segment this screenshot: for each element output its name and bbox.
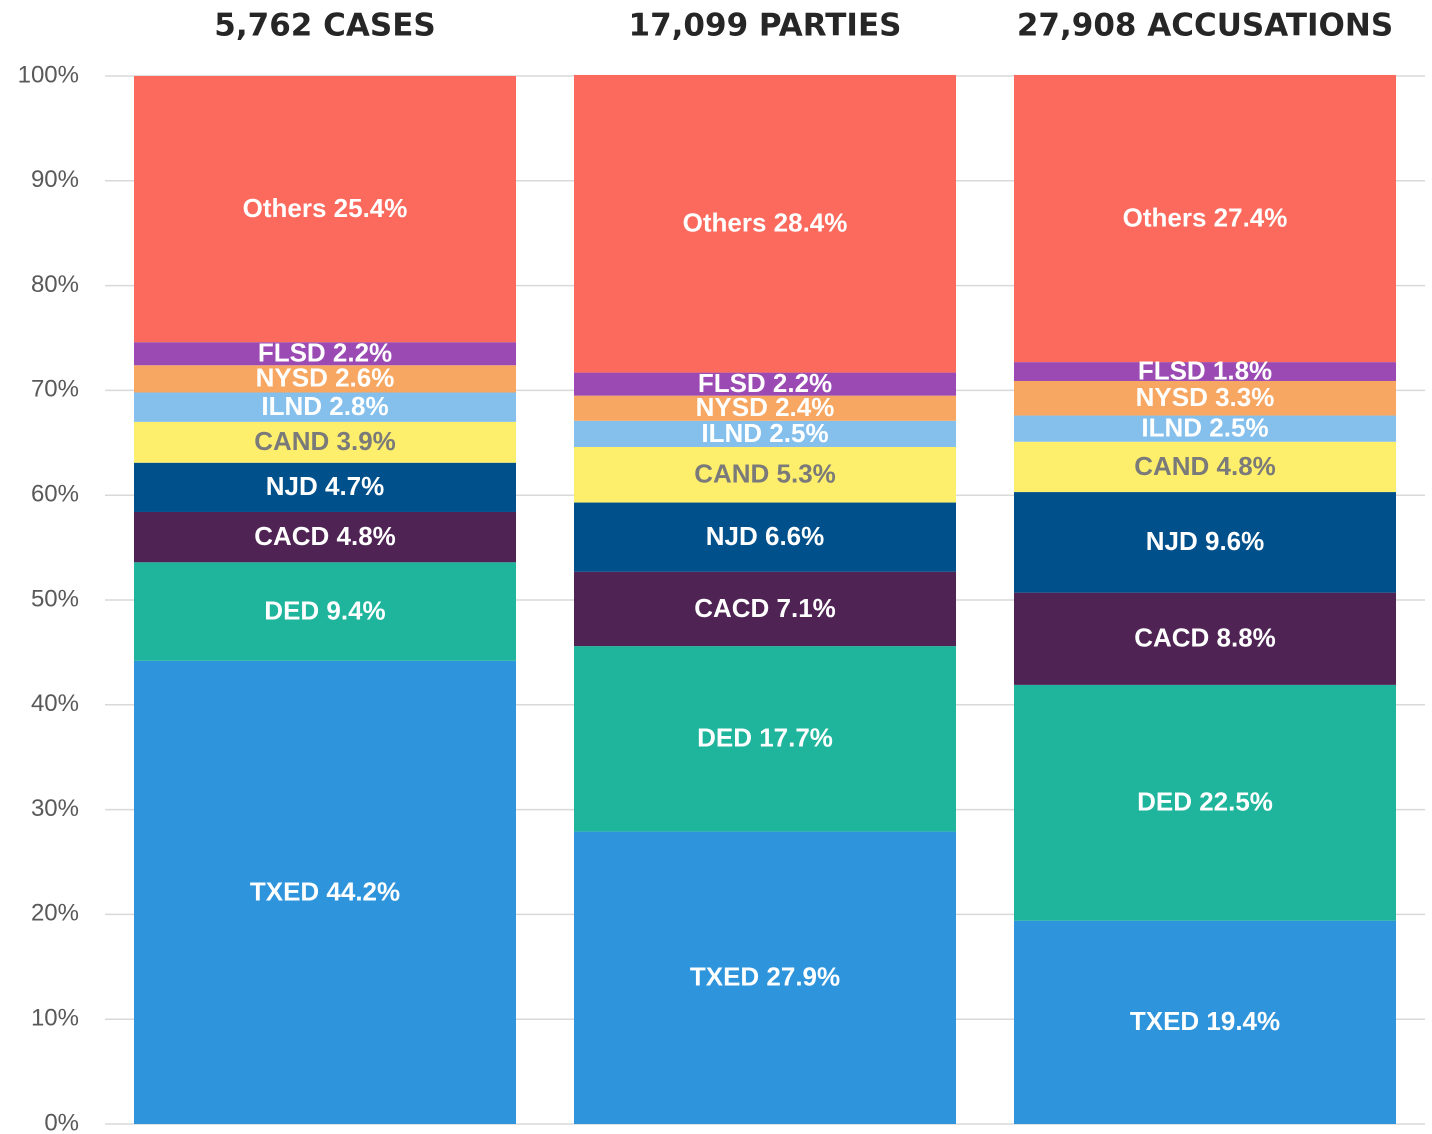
data-label: FLSD 1.8%	[1138, 355, 1272, 385]
bar-segment	[574, 74, 956, 373]
bar-segment	[1014, 920, 1396, 1124]
bar-segment	[574, 420, 956, 447]
category-label: 27,908 ACCUSATIONS	[1017, 8, 1393, 44]
bar-segment	[1014, 380, 1396, 416]
bar-segment	[574, 571, 956, 647]
data-label: CAND 5.3%	[694, 459, 836, 489]
y-tick-label: 70%	[31, 376, 79, 403]
data-label: TXED 19.4%	[1130, 1006, 1280, 1036]
bar-segment	[1014, 441, 1396, 493]
bar-segment	[1014, 492, 1396, 593]
data-label: DED 9.4%	[264, 595, 385, 625]
data-label: Others 25.4%	[243, 193, 408, 223]
bar-segment	[574, 831, 956, 1124]
y-tick-label: 80%	[31, 271, 79, 298]
bar-segment	[134, 392, 516, 422]
y-tick-label: 60%	[31, 481, 79, 508]
data-label: DED 22.5%	[1137, 787, 1273, 817]
bar-segment	[1014, 684, 1396, 921]
data-label: TXED 44.2%	[250, 876, 400, 906]
data-label: FLSD 2.2%	[258, 338, 392, 368]
data-label: ILND 2.5%	[1141, 413, 1268, 443]
data-label: NJD 6.6%	[706, 521, 825, 551]
bar-segment	[574, 646, 956, 832]
bar-segment	[574, 395, 956, 421]
category-label: 5,762 CASES	[214, 8, 435, 44]
bar-segment	[574, 372, 956, 396]
data-label: FLSD 2.2%	[698, 368, 832, 398]
data-label: CAND 4.8%	[1134, 451, 1276, 481]
data-label: NYSD 2.4%	[696, 392, 835, 422]
data-label: Others 27.4%	[1123, 202, 1288, 232]
data-label: CACD 4.8%	[254, 521, 396, 551]
bar-segment	[134, 421, 516, 463]
bar-segment	[574, 502, 956, 572]
y-tick-label: 20%	[31, 900, 79, 927]
data-label: ILND 2.5%	[701, 418, 828, 448]
data-label: NJD 4.7%	[266, 471, 385, 501]
bar-segment	[134, 511, 516, 563]
bar-segment	[1014, 592, 1396, 685]
bar-segment	[134, 76, 516, 343]
y-tick-label: 40%	[31, 690, 79, 717]
y-tick-label: 0%	[44, 1109, 79, 1134]
bar-segment	[1014, 74, 1396, 363]
y-tick-label: 100%	[18, 61, 79, 88]
data-label: CACD 8.8%	[1134, 623, 1276, 653]
data-label: NJD 9.6%	[1146, 526, 1265, 556]
data-label: Others 28.4%	[683, 208, 848, 238]
category-label: 17,099 PARTIES	[629, 8, 902, 44]
data-label: NYSD 2.6%	[256, 363, 395, 393]
data-label: TXED 27.9%	[690, 962, 840, 992]
data-label: DED 17.7%	[697, 723, 833, 753]
bar-segment	[134, 365, 516, 393]
y-tick-label: 30%	[31, 795, 79, 822]
data-label: ILND 2.8%	[261, 391, 388, 421]
bar-segment	[134, 562, 516, 661]
data-label: CACD 7.1%	[694, 593, 836, 623]
data-label: CAND 3.9%	[254, 426, 396, 456]
data-label: NYSD 3.3%	[1136, 382, 1275, 412]
bar-segment	[134, 660, 516, 1124]
y-tick-label: 10%	[31, 1005, 79, 1032]
bar-segment	[134, 342, 516, 366]
bar-segment	[134, 462, 516, 512]
bar-segment	[1014, 362, 1396, 381]
y-tick-label: 90%	[31, 166, 79, 193]
bar-segment	[1014, 415, 1396, 442]
y-tick-label: 50%	[31, 585, 79, 612]
bar-segment	[574, 446, 956, 503]
